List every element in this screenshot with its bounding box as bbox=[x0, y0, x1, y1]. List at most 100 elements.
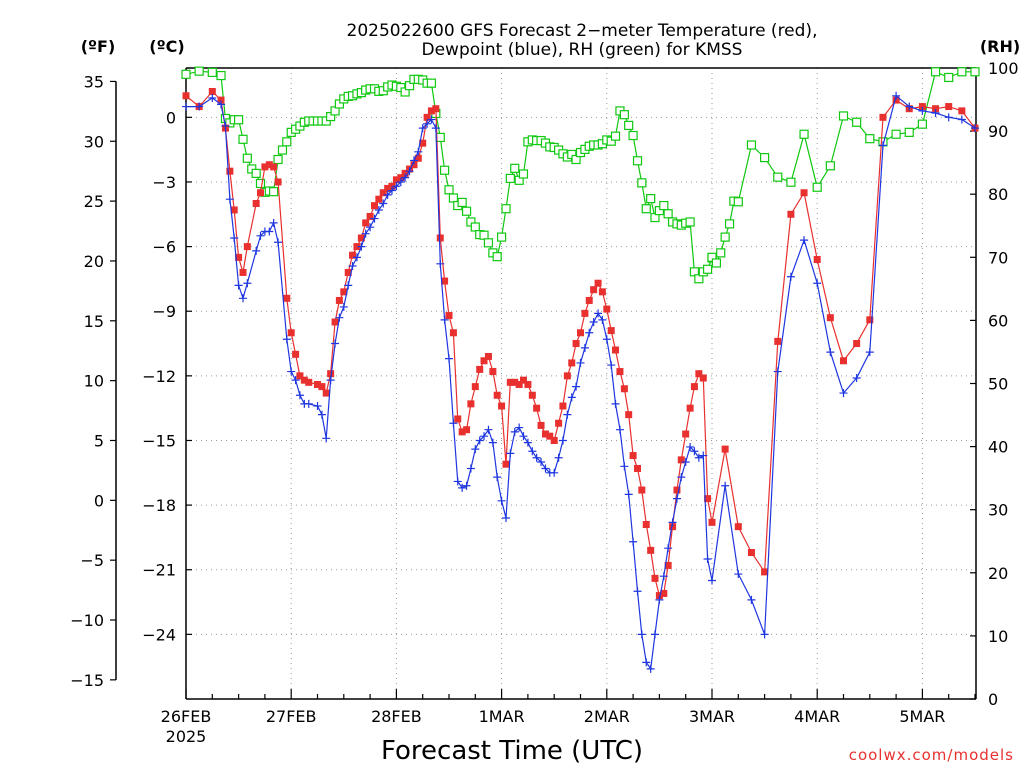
rh-tick-label: 10 bbox=[988, 627, 1008, 646]
dewpoint-point bbox=[541, 464, 550, 473]
temperature-point bbox=[261, 163, 269, 171]
rh-point bbox=[444, 185, 454, 195]
rh-point bbox=[917, 119, 928, 129]
fahrenheit-tick-label: 15 bbox=[84, 312, 104, 331]
temperature-point bbox=[239, 268, 247, 276]
temperature-point bbox=[498, 402, 506, 410]
dewpoint-point bbox=[633, 587, 642, 596]
rh-point bbox=[720, 232, 730, 242]
temperature-point bbox=[590, 286, 598, 294]
time-tick-label: 26FEB bbox=[161, 707, 212, 726]
temperature-point bbox=[371, 202, 379, 210]
rh-point bbox=[637, 178, 647, 188]
temperature-point bbox=[379, 189, 387, 197]
dewpoint-point bbox=[747, 595, 756, 604]
rh-point bbox=[724, 219, 735, 229]
time-tick-label: 5MAR bbox=[899, 707, 945, 726]
time-axis: 26FEB 27FEB 28FEB 1MAR 2MAR 3MAR 4MAR 5MAR bbox=[161, 689, 976, 726]
temperature-point bbox=[918, 103, 926, 111]
rh-point bbox=[759, 153, 770, 163]
time-tick-label: 3MAR bbox=[689, 707, 735, 726]
dewpoint-point bbox=[352, 253, 361, 262]
dewpoint-point bbox=[225, 195, 234, 204]
dewpoint-point bbox=[471, 445, 480, 454]
dewpoint-point bbox=[637, 630, 646, 639]
dewpoint-point bbox=[681, 458, 690, 467]
rh-point bbox=[628, 130, 638, 141]
dewpoint-point bbox=[195, 102, 204, 111]
temperature-point bbox=[761, 568, 769, 576]
chart-title: 2025022600 GFS Forecast 2−meter Temperat… bbox=[347, 21, 818, 41]
rh-tick-label: 50 bbox=[988, 375, 1008, 394]
temperature-point bbox=[664, 561, 672, 569]
rh-point bbox=[944, 72, 954, 83]
temperature-point bbox=[541, 430, 549, 438]
time-tick-label: 28FEB bbox=[371, 707, 422, 726]
dewpoint-point bbox=[361, 229, 370, 238]
dewpoint-point bbox=[537, 458, 546, 467]
x-axis-label: Forecast Time (UTC) bbox=[381, 736, 643, 766]
rh-point bbox=[891, 129, 901, 139]
rh-point bbox=[733, 197, 743, 207]
temperature-point bbox=[546, 432, 554, 440]
temperature-series bbox=[182, 87, 979, 600]
time-tick-label: 4MAR bbox=[794, 707, 840, 726]
rh-point bbox=[518, 169, 529, 179]
dewpoint-point bbox=[383, 190, 392, 199]
temperature-point bbox=[506, 378, 514, 386]
temperature-point bbox=[414, 154, 422, 162]
dewpoint-point bbox=[414, 147, 423, 156]
rh-point bbox=[970, 67, 980, 77]
dewpoint-point bbox=[598, 315, 607, 324]
dewpoint-point bbox=[690, 447, 699, 456]
dewpoint-point bbox=[694, 453, 703, 462]
dewpoint-point bbox=[234, 281, 243, 290]
rh-point bbox=[865, 134, 875, 144]
dewpoint-point bbox=[357, 242, 366, 251]
temperature-point bbox=[550, 436, 558, 444]
dewpoint-point bbox=[256, 231, 265, 240]
dewpoint-point bbox=[484, 425, 493, 434]
dewpoint-point bbox=[852, 374, 861, 383]
temperature-point bbox=[800, 189, 808, 197]
rh-tick-label: 40 bbox=[988, 438, 1008, 457]
dewpoint-point bbox=[282, 335, 291, 344]
dewpoint-point bbox=[449, 419, 458, 428]
rh-point bbox=[492, 252, 502, 262]
dewpoint-point bbox=[274, 238, 283, 247]
temperature-point bbox=[533, 404, 541, 412]
dewpoint-point bbox=[405, 167, 414, 176]
rh-tick-label: 90 bbox=[988, 122, 1008, 141]
rh-tick-label: 30 bbox=[988, 501, 1008, 520]
rh-point bbox=[479, 230, 489, 240]
fahrenheit-tick-label: −10 bbox=[70, 611, 104, 630]
temperature-point bbox=[660, 589, 668, 597]
celsius-tick-label: −15 bbox=[142, 431, 176, 450]
temperature-point bbox=[463, 426, 471, 434]
dewpoint-point bbox=[475, 436, 484, 445]
temperature-point bbox=[699, 374, 707, 382]
temperature-point bbox=[476, 365, 484, 373]
temperature-point bbox=[511, 378, 519, 386]
dewpoint-point bbox=[708, 576, 716, 585]
temperature-point bbox=[629, 452, 637, 460]
rh-tick-label: 100 bbox=[988, 59, 1019, 78]
temperature-point bbox=[524, 380, 532, 388]
temperature-point bbox=[572, 340, 580, 348]
rh-point bbox=[716, 248, 726, 258]
temperature-point bbox=[555, 419, 563, 427]
grid-lines bbox=[186, 68, 976, 699]
dewpoint-point bbox=[252, 246, 261, 255]
temperature-point bbox=[300, 376, 308, 384]
temperature-point bbox=[235, 253, 243, 261]
temperature-point bbox=[502, 460, 510, 468]
temperature-point bbox=[638, 486, 646, 494]
temperature-point bbox=[454, 415, 462, 423]
rh-line bbox=[185, 70, 975, 280]
credit-label: coolwx.com/models bbox=[849, 746, 1014, 764]
temperature-point bbox=[669, 523, 677, 531]
dewpoint-point bbox=[217, 100, 226, 109]
temperature-point bbox=[335, 296, 343, 304]
fahrenheit-tick-label: 30 bbox=[84, 132, 104, 151]
temperature-point bbox=[879, 113, 887, 121]
